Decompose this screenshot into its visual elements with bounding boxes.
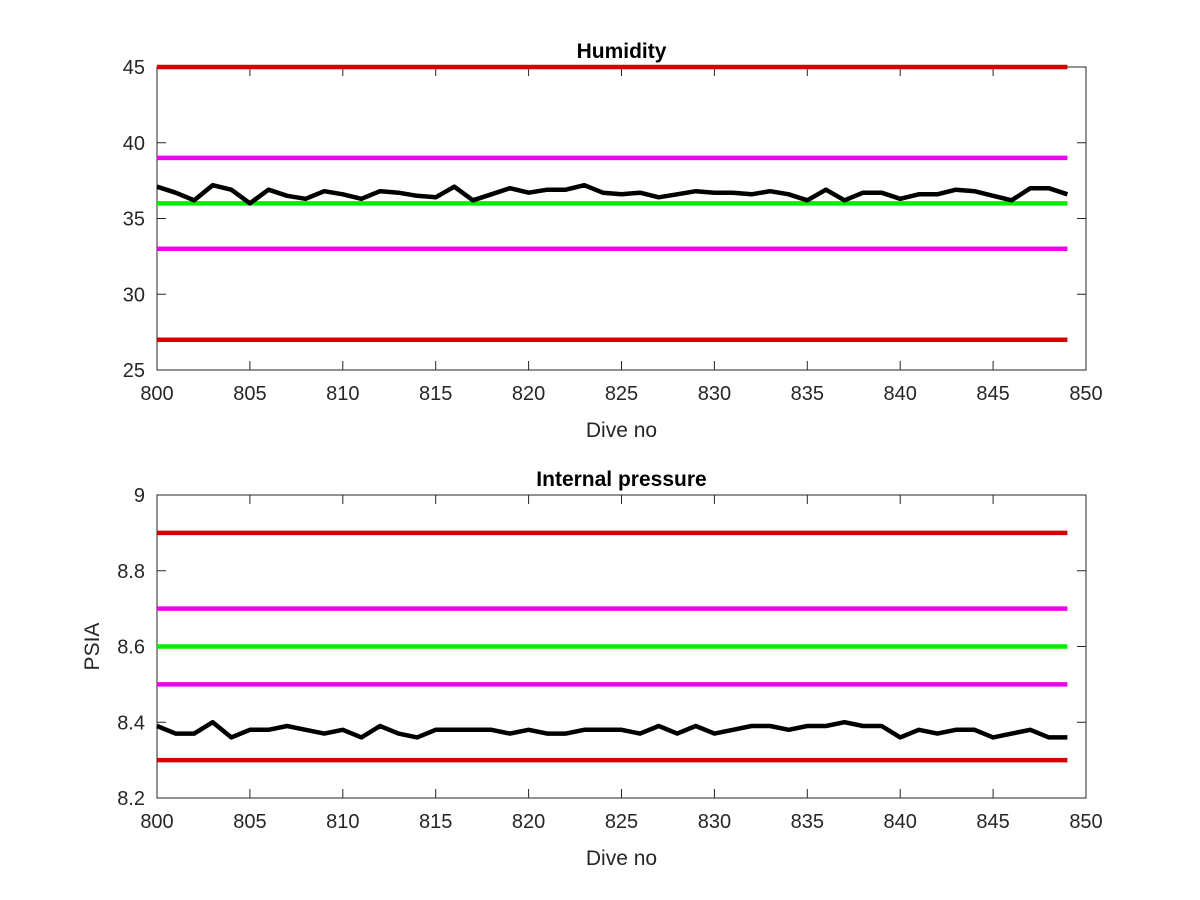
pressure-xtick-label: 830 (698, 811, 731, 833)
pressure-xtick-label: 825 (605, 811, 638, 833)
pressure-xtick-label: 805 (233, 811, 266, 833)
humidity-ytick-label: 45 (123, 57, 145, 79)
pressure-ytick-label: 8.6 (117, 637, 145, 659)
humidity-ytick-label: 30 (123, 284, 145, 306)
pressure-ytick-label: 8.2 (117, 788, 145, 810)
humidity-xtick-label: 830 (698, 383, 731, 405)
humidity-xtick-label: 800 (140, 383, 173, 405)
pressure-xtick-label: 815 (419, 811, 452, 833)
humidity-ytick-label: 25 (123, 360, 145, 382)
humidity-series-line (156, 182, 1069, 206)
humidity-xtick-label: 840 (884, 383, 917, 405)
pressure-xtick-label: 810 (326, 811, 359, 833)
pressure-title: Internal pressure (536, 468, 706, 491)
humidity-xtick-label: 825 (605, 383, 638, 405)
humidity-title: Humidity (577, 40, 667, 63)
pressure-xtick-label: 840 (884, 811, 917, 833)
humidity-xtick-label: 845 (976, 383, 1009, 405)
pressure-xtick-label: 845 (976, 811, 1009, 833)
humidity-xtick-label: 815 (419, 383, 452, 405)
pressure-xtick-label: 850 (1069, 811, 1102, 833)
humidity-axes-box (156, 66, 1087, 371)
pressure-xtick-label: 800 (140, 811, 173, 833)
pressure-series-line (156, 719, 1068, 740)
humidity-xlabel: Dive no (586, 419, 657, 442)
pressure-ytick-label: 9 (134, 485, 145, 507)
humidity-xtick-label: 810 (326, 383, 359, 405)
pressure-subplot: 800 805 810 815 820 825 830 835 840 845 850 8.2 8.4 8… (81, 468, 1103, 870)
humidity-subplot: 800 805 810 815 820 825 830 835 840 845 850 25 30 35 4… (123, 40, 1103, 442)
humidity-ytick-label: 40 (123, 133, 145, 155)
humidity-xtick-label: 805 (233, 383, 266, 405)
pressure-ytick-label: 8.4 (117, 712, 145, 734)
pressure-ytick-label: 8.8 (117, 561, 145, 583)
humidity-ytick-label: 35 (123, 209, 145, 231)
pressure-xtick-label: 820 (512, 811, 545, 833)
pressure-xtick-label: 835 (791, 811, 824, 833)
humidity-xtick-label: 820 (512, 383, 545, 405)
humidity-xtick-label: 835 (791, 383, 824, 405)
humidity-xtick-label: 850 (1069, 383, 1102, 405)
pressure-xlabel: Dive no (586, 847, 657, 870)
pressure-ylabel: PSIA (81, 623, 104, 671)
